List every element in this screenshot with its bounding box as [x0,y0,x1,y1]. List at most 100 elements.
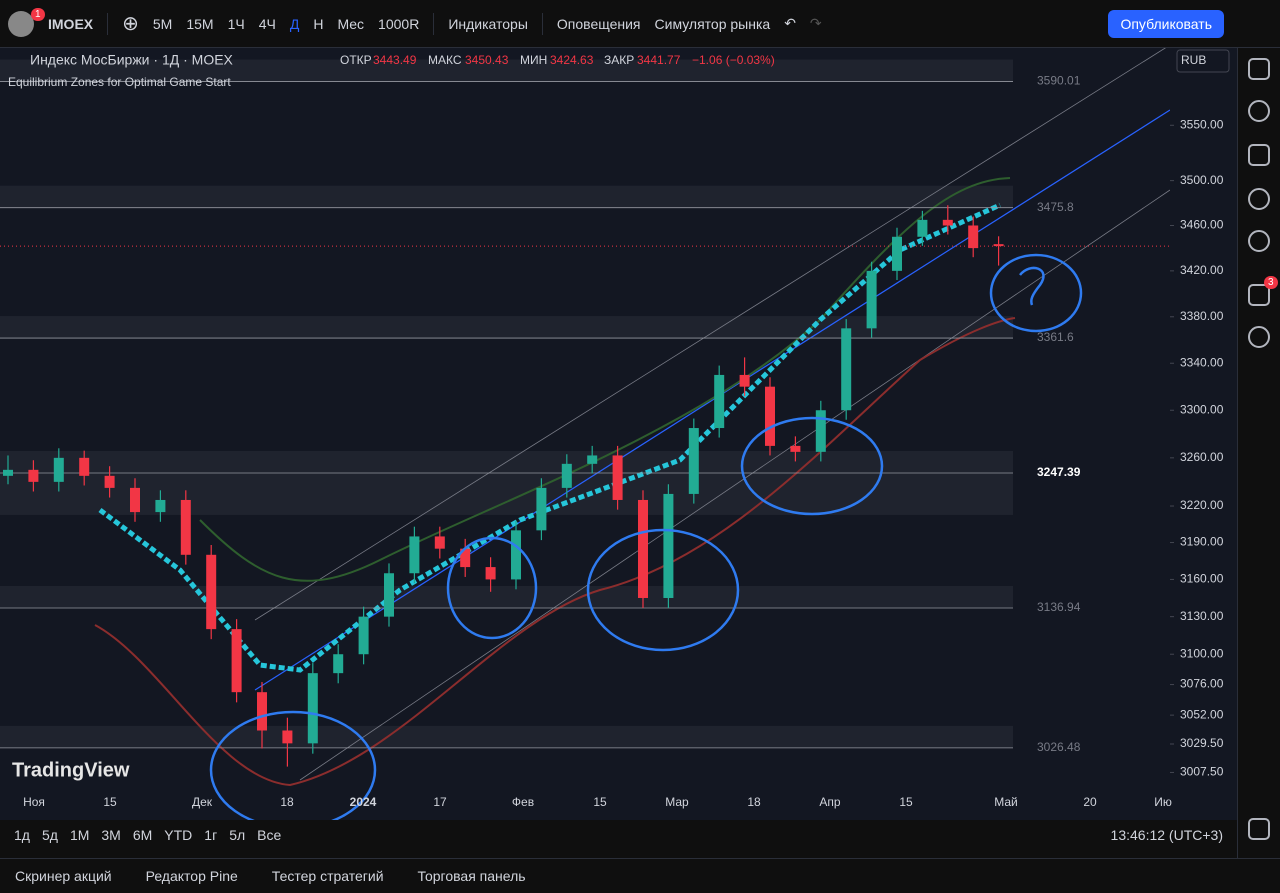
close-label: ЗАКР [604,53,634,67]
level-label: 3475.8 [1037,200,1074,214]
candle-body [917,219,928,237]
range-button[interactable]: 1д [14,827,30,843]
chart-area: 3590.01 3475.8 3361.6 3247.39 3136.94 3026.48… [0,44,1237,830]
candle-body [282,730,293,744]
open-value: 3443.49 [373,53,417,67]
interval-button[interactable]: 1Ч [227,15,245,32]
candle-body [993,244,1004,247]
candle-body [180,499,191,555]
interval-button[interactable]: 15M [186,15,214,32]
range-button[interactable]: 5л [229,827,246,843]
calendar-icon[interactable] [1248,818,1270,840]
range-button[interactable]: Все [257,827,282,843]
indicators-button[interactable]: Индикаторы [448,15,528,32]
y-tick-label: 3190.00 [1180,535,1224,549]
candle-body [739,374,750,387]
low-value: 3424.63 [550,53,594,67]
circle-marker [740,416,884,516]
x-tick-label: 15 [593,795,607,809]
x-tick-label: Ноя [23,795,45,809]
low-label: МИН [520,53,547,67]
currency[interactable]: RUB [1181,53,1206,67]
question-mark [1019,266,1045,306]
x-tick-label: 2024 [350,795,377,809]
level-label: 3361.6 [1037,330,1074,344]
y-tick-label: 3100.00 [1180,646,1224,660]
high-label: МАКС [428,53,462,67]
candle-body [561,463,572,488]
x-tick-label: 20 [1083,795,1097,809]
interval-button[interactable]: 5M [152,15,173,32]
range-button[interactable]: 6М [132,827,153,843]
bottom-tab[interactable]: Тестер стратегий [271,868,384,884]
interval-button[interactable]: Д [289,15,300,32]
ideas-icon[interactable] [1248,230,1270,252]
candle-body [815,410,826,452]
y-tick-label: 3300.00 [1180,402,1224,416]
chat-badge: 3 [1264,276,1278,289]
range-button[interactable]: 3М [101,827,121,843]
y-tick-label: 3420.00 [1180,263,1224,277]
separator [107,12,109,35]
candle-body [942,219,953,226]
candle-body [28,469,39,482]
x-tick-label: Апр [819,795,841,809]
range-button[interactable]: YTD [164,827,193,843]
close-value: 3441.77 [637,53,681,67]
interval-button[interactable]: 1000R [378,15,420,32]
x-tick-label: 15 [103,795,117,809]
avatar[interactable] [8,10,34,37]
undo-button[interactable]: ↶ [784,15,796,31]
replay-button[interactable]: Симулятор рынка [654,15,771,32]
interval-button[interactable]: Мес [337,15,365,32]
legend: Индекс МосБиржи · 1Д · MOEX ОТКР 3443.49… [8,52,775,89]
circle-marker [989,253,1083,333]
x-tick-label: 15 [899,795,913,809]
candle-body [587,455,598,464]
candle-body [358,616,369,655]
bottom-tab[interactable]: Торговая панель [417,868,526,884]
price-scale: 3007.50 3029.50 3052.00 3076.00 3100.00 3130.… [1170,117,1224,779]
help-icon[interactable] [1248,326,1270,348]
alerts-icon[interactable] [1248,100,1270,122]
symbol-search[interactable]: IMOEX [48,15,94,32]
channel-mid [254,109,1171,691]
hotlists-icon[interactable] [1248,188,1270,210]
y-tick-label: 3160.00 [1180,572,1224,586]
candle-body [765,386,775,446]
circle-marker [446,536,538,640]
publish-button[interactable]: Опубликовать [1108,9,1224,38]
candle-body [511,530,521,580]
add-symbol[interactable]: ⊕ [122,13,139,35]
open-label: ОТКР [340,53,372,67]
y-tick-label: 3340.00 [1180,355,1224,369]
watchlist-icon[interactable] [1248,58,1270,80]
alerts-button[interactable]: Оповещения [556,15,641,32]
interval-button[interactable]: Н [313,15,324,32]
bottom-tab[interactable]: Редактор Pine [145,868,238,884]
candle-body [536,487,547,531]
redo-button[interactable]: ↷ [809,15,822,31]
channel-lower [299,189,1171,781]
candle-body [434,536,445,549]
interval-button[interactable]: 4Ч [258,15,276,32]
currency-box[interactable] [1176,49,1230,73]
range-button[interactable]: 1М [69,827,90,843]
candle-body [130,487,140,513]
bottom-tabs: Скринер акций Редактор Pine Тестер стратег… [0,858,1280,893]
chat-icon[interactable] [1248,284,1270,306]
change-value: −1.06 (−0.03%) [692,53,775,67]
candle-body [485,567,496,580]
candle-body [104,475,115,488]
candle-body [231,629,242,693]
range-button[interactable]: 5д [41,827,58,843]
x-tick-label: Дек [192,795,213,809]
layers-icon[interactable] [1248,144,1270,166]
candle-body [460,548,471,568]
bottom-tab[interactable]: Скринер акций [15,868,112,884]
candle-body [257,692,267,731]
channel-upper [254,44,1171,621]
y-tick-label: 3380.00 [1180,309,1224,323]
range-button[interactable]: 1г [204,827,218,843]
